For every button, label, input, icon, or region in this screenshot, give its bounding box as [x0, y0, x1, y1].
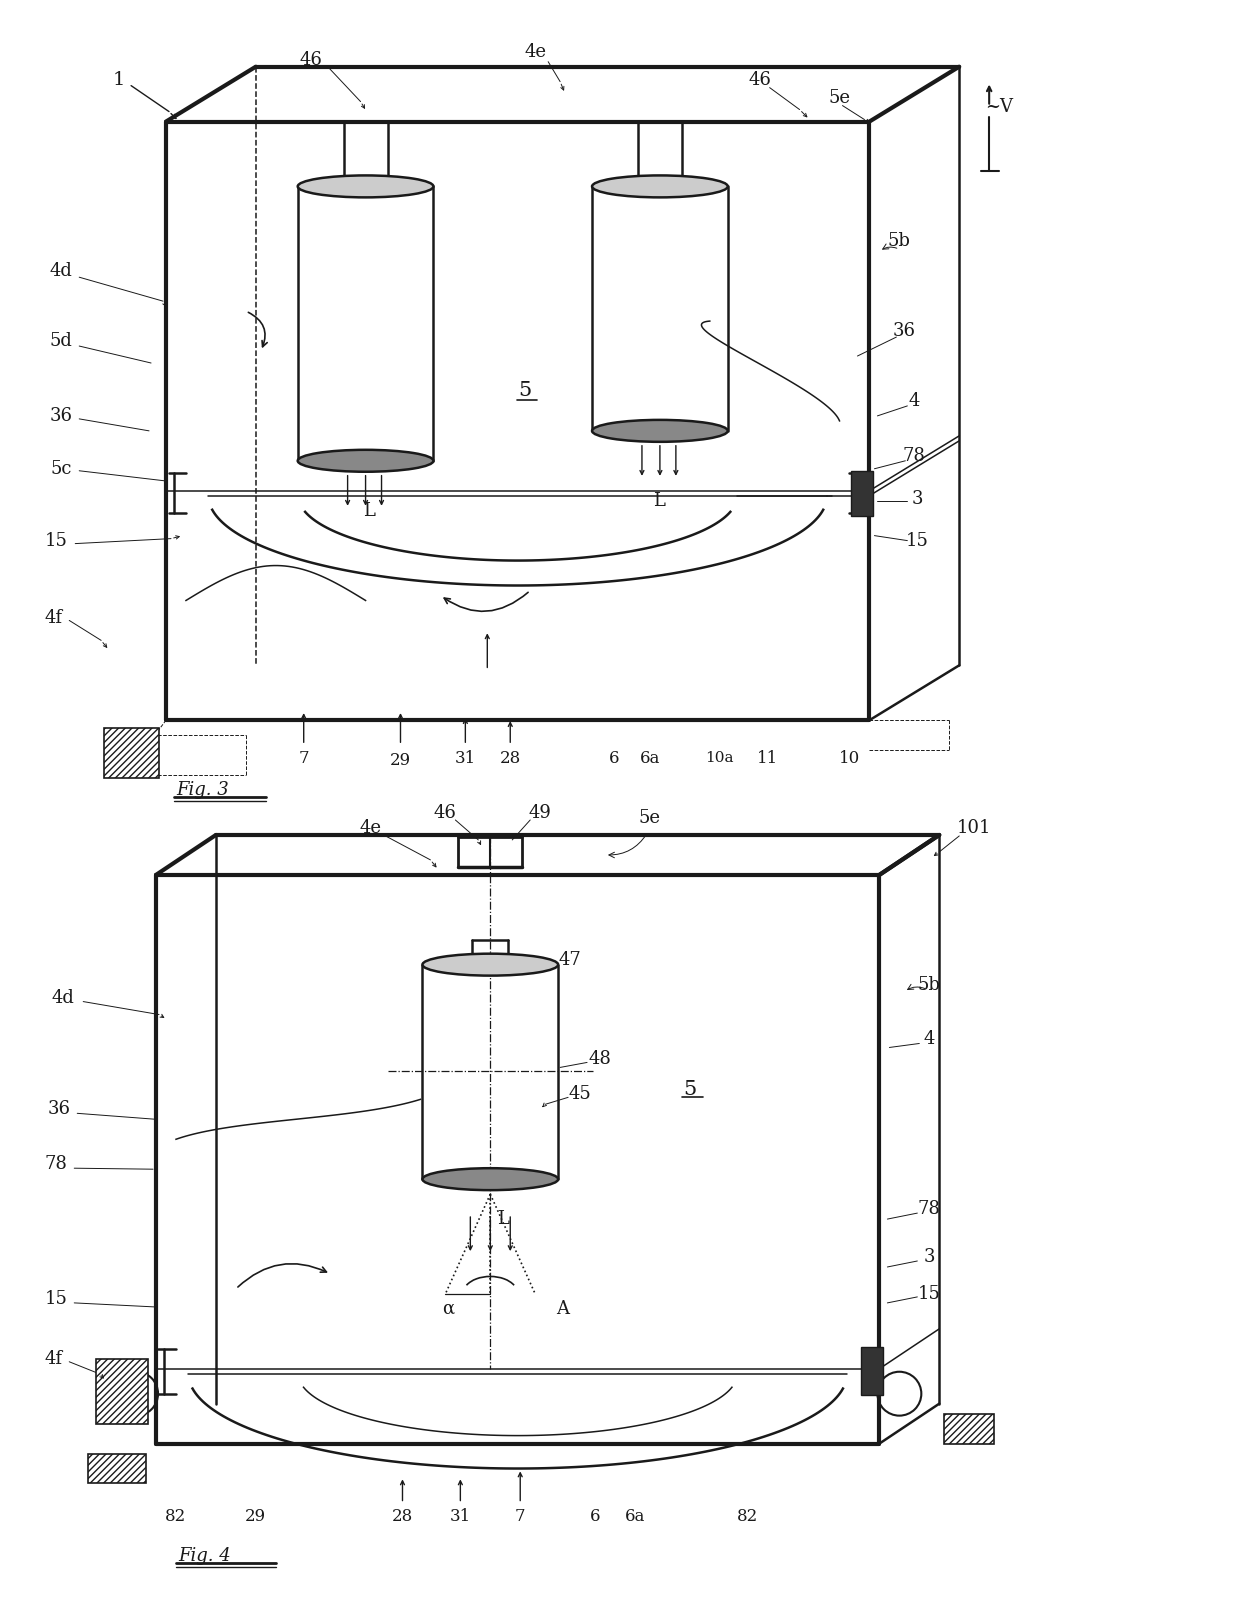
Text: α: α	[443, 1300, 454, 1318]
Bar	[852, 470, 873, 515]
Text: 47: 47	[559, 950, 582, 969]
Bar	[97, 1358, 148, 1423]
Text: 15: 15	[918, 1285, 941, 1303]
Text: 45: 45	[569, 1086, 591, 1104]
Text: Fig. 4: Fig. 4	[179, 1548, 231, 1566]
Text: 5c: 5c	[51, 460, 72, 478]
Text: 78: 78	[903, 447, 926, 465]
Ellipse shape	[298, 175, 434, 198]
Text: 31: 31	[455, 749, 476, 767]
Text: 78: 78	[45, 1156, 68, 1174]
Text: 4f: 4f	[45, 1350, 62, 1368]
Text: 4d: 4d	[50, 263, 73, 280]
Text: 1: 1	[113, 71, 125, 89]
Text: 4: 4	[924, 1031, 935, 1049]
Ellipse shape	[298, 449, 434, 472]
Text: 6: 6	[590, 1508, 600, 1525]
Text: 46: 46	[434, 804, 456, 822]
Text: ~V: ~V	[985, 97, 1013, 115]
Text: L: L	[497, 1211, 510, 1229]
Bar	[88, 1454, 146, 1483]
Text: A: A	[556, 1300, 569, 1318]
Text: 4d: 4d	[52, 989, 74, 1007]
Text: 36: 36	[893, 323, 916, 340]
Text: 29: 29	[246, 1508, 267, 1525]
Text: 4f: 4f	[45, 609, 62, 627]
Text: 5e: 5e	[828, 89, 851, 107]
Text: 3: 3	[911, 490, 923, 507]
Text: 31: 31	[450, 1508, 471, 1525]
Text: 78: 78	[918, 1200, 941, 1217]
Text: 46: 46	[299, 50, 322, 68]
Text: 4e: 4e	[525, 42, 546, 60]
Text: 15: 15	[45, 532, 68, 550]
Text: 29: 29	[389, 752, 410, 768]
Text: 82: 82	[165, 1508, 187, 1525]
Text: L: L	[653, 491, 665, 509]
Text: 6a: 6a	[625, 1508, 645, 1525]
Text: 46: 46	[748, 71, 771, 89]
Text: 7: 7	[515, 1508, 526, 1525]
Text: 10a: 10a	[706, 751, 734, 765]
Text: 36: 36	[48, 1101, 71, 1118]
Text: 5: 5	[683, 1080, 697, 1099]
Text: 7: 7	[299, 749, 309, 767]
Text: 5b: 5b	[918, 976, 941, 994]
Text: L: L	[362, 501, 374, 520]
Text: 6a: 6a	[640, 749, 660, 767]
Text: 28: 28	[392, 1508, 413, 1525]
Text: 5: 5	[518, 381, 532, 400]
Text: 15: 15	[45, 1290, 68, 1308]
Text: 48: 48	[589, 1050, 611, 1068]
Ellipse shape	[423, 953, 558, 976]
Bar	[862, 1347, 883, 1394]
Text: 11: 11	[758, 749, 779, 767]
Text: 4e: 4e	[360, 819, 382, 836]
Text: 49: 49	[528, 804, 552, 822]
Text: 10: 10	[838, 749, 861, 767]
Text: 4: 4	[909, 392, 920, 410]
Text: Fig. 3: Fig. 3	[176, 781, 228, 799]
Text: 82: 82	[737, 1508, 759, 1525]
Ellipse shape	[591, 175, 728, 198]
Text: 28: 28	[500, 749, 521, 767]
Bar	[104, 728, 159, 778]
Text: 5b: 5b	[888, 232, 911, 250]
Bar	[945, 1414, 994, 1444]
Text: 101: 101	[957, 819, 992, 836]
Text: 15: 15	[906, 532, 929, 550]
Text: 6: 6	[609, 749, 619, 767]
Ellipse shape	[423, 1169, 558, 1190]
Text: 5e: 5e	[639, 809, 661, 827]
Ellipse shape	[591, 420, 728, 443]
Text: 5d: 5d	[50, 332, 73, 350]
Text: 36: 36	[50, 407, 73, 425]
Text: 3: 3	[924, 1248, 935, 1266]
